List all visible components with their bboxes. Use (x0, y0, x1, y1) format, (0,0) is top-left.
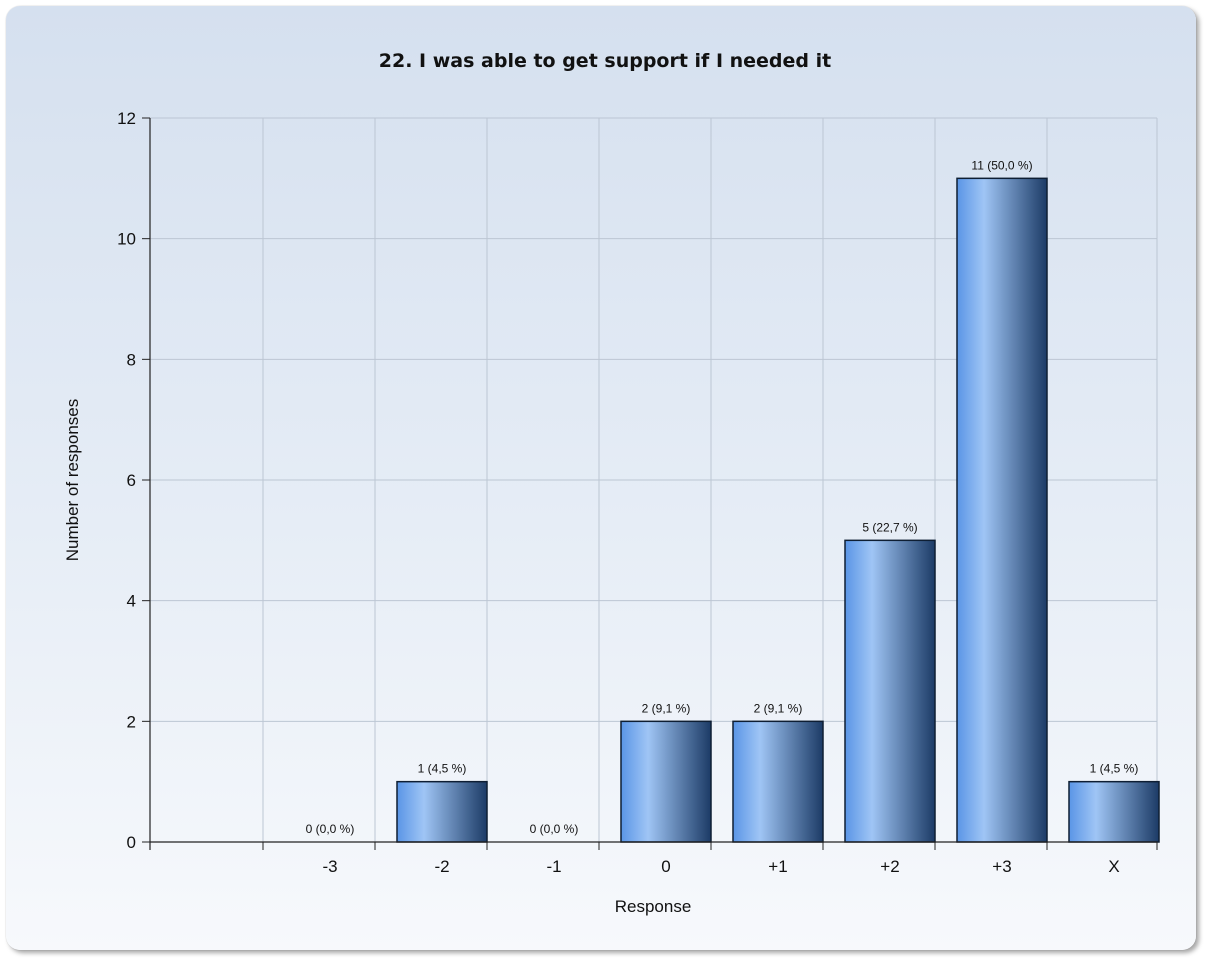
x-tick-label: 0 (661, 857, 670, 876)
x-tick-label: -3 (322, 857, 337, 876)
y-tick-label: 12 (117, 109, 136, 128)
bar--2 (396, 780, 488, 843)
x-tick-label: -2 (434, 857, 449, 876)
bar-0 (620, 720, 712, 843)
data-label: 1 (4,5 %) (1090, 762, 1139, 776)
data-label: 0 (0,0 %) (306, 822, 355, 836)
x-tick-label: +3 (992, 857, 1011, 876)
y-tick-label: 4 (127, 592, 136, 611)
data-label: 5 (22,7 %) (862, 520, 917, 534)
x-tick-label: +2 (880, 857, 899, 876)
data-label: 2 (9,1 %) (642, 701, 691, 715)
bar-+3 (956, 177, 1048, 843)
y-tick-label: 6 (127, 471, 136, 490)
y-tick-label: 0 (127, 833, 136, 852)
x-tick-label: -1 (546, 857, 561, 876)
tick-labels: 0 2 4 6 8 10 12 0 (0,0 %) -3 1 (4,5 %) -2 0 (0,0 %)… (117, 109, 1138, 876)
y-tick-label: 2 (127, 712, 136, 731)
chart-title: 22. I was able to get support if I neede… (379, 50, 831, 72)
data-label: 2 (9,1 %) (754, 701, 803, 715)
y-tick-label: 10 (117, 230, 136, 249)
bars (396, 177, 1160, 843)
data-label: 0 (0,0 %) (530, 822, 579, 836)
data-label: 1 (4,5 %) (418, 762, 467, 776)
axes (142, 117, 1158, 850)
data-label: 11 (50,0 %) (971, 158, 1032, 172)
x-tick-label: +1 (768, 857, 787, 876)
y-axis-label: Number of responses (63, 399, 82, 562)
x-tick-label: X (1108, 857, 1119, 876)
x-axis-label: Response (615, 897, 692, 916)
y-tick-label: 8 (127, 350, 136, 369)
bar-+2 (844, 539, 936, 843)
bar-X (1068, 780, 1160, 843)
bar-+1 (732, 720, 824, 843)
